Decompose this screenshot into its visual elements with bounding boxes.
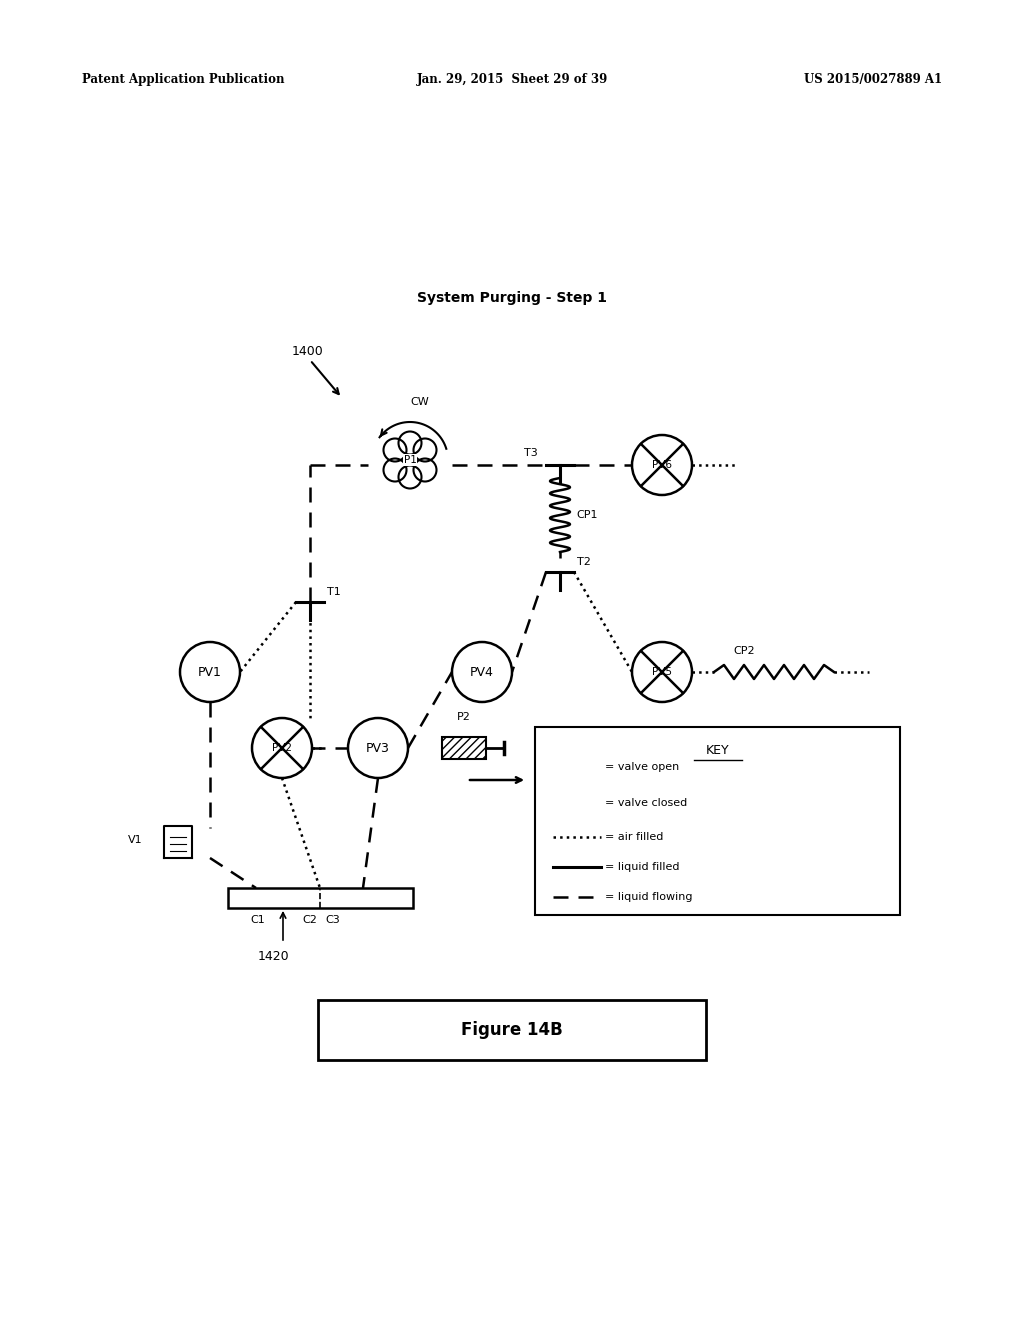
Text: Jan. 29, 2015  Sheet 29 of 39: Jan. 29, 2015 Sheet 29 of 39: [417, 73, 607, 86]
Text: T3: T3: [524, 447, 538, 458]
Text: 1400: 1400: [292, 345, 324, 358]
Text: = air filled: = air filled: [605, 832, 664, 842]
Text: P1: P1: [403, 455, 417, 465]
Text: PV: PV: [570, 762, 584, 772]
Polygon shape: [164, 826, 193, 858]
Text: PV2: PV2: [272, 743, 292, 752]
Text: C3: C3: [326, 915, 340, 925]
Text: US 2015/0027889 A1: US 2015/0027889 A1: [804, 73, 942, 86]
Bar: [318, 1001, 706, 1060]
Text: PV4: PV4: [470, 665, 494, 678]
Text: = valve closed: = valve closed: [605, 799, 687, 808]
Text: PV1: PV1: [198, 665, 222, 678]
Circle shape: [557, 783, 597, 822]
Text: V1: V1: [128, 836, 143, 845]
Circle shape: [348, 718, 408, 777]
Text: = valve open: = valve open: [605, 762, 679, 772]
Text: C1: C1: [251, 915, 265, 925]
Circle shape: [252, 718, 312, 777]
Text: CP2: CP2: [733, 645, 755, 656]
Text: CP1: CP1: [575, 510, 597, 520]
Text: KEY: KEY: [706, 744, 729, 756]
Circle shape: [452, 642, 512, 702]
Bar: [535, 727, 900, 915]
Text: C2: C2: [302, 915, 317, 925]
Text: = liquid flowing: = liquid flowing: [605, 892, 692, 902]
Text: Figure 14B: Figure 14B: [461, 1020, 563, 1039]
Circle shape: [557, 747, 597, 787]
Text: PV3: PV3: [366, 742, 390, 755]
Text: = liquid filled: = liquid filled: [605, 862, 680, 873]
Text: Patent Application Publication: Patent Application Publication: [82, 73, 285, 86]
Text: P2: P2: [457, 711, 471, 722]
Text: PV: PV: [570, 799, 584, 808]
Text: CW: CW: [411, 397, 429, 407]
Text: System Purging - Step 1: System Purging - Step 1: [417, 290, 607, 305]
Circle shape: [180, 642, 240, 702]
Bar: [228, 888, 413, 908]
Text: T1: T1: [327, 587, 341, 597]
Text: PV5: PV5: [652, 667, 672, 677]
Text: PV6: PV6: [652, 459, 672, 470]
Bar: [442, 737, 486, 759]
Text: 1420: 1420: [257, 950, 289, 964]
Text: T2: T2: [577, 557, 591, 568]
Circle shape: [632, 642, 692, 702]
Circle shape: [632, 436, 692, 495]
